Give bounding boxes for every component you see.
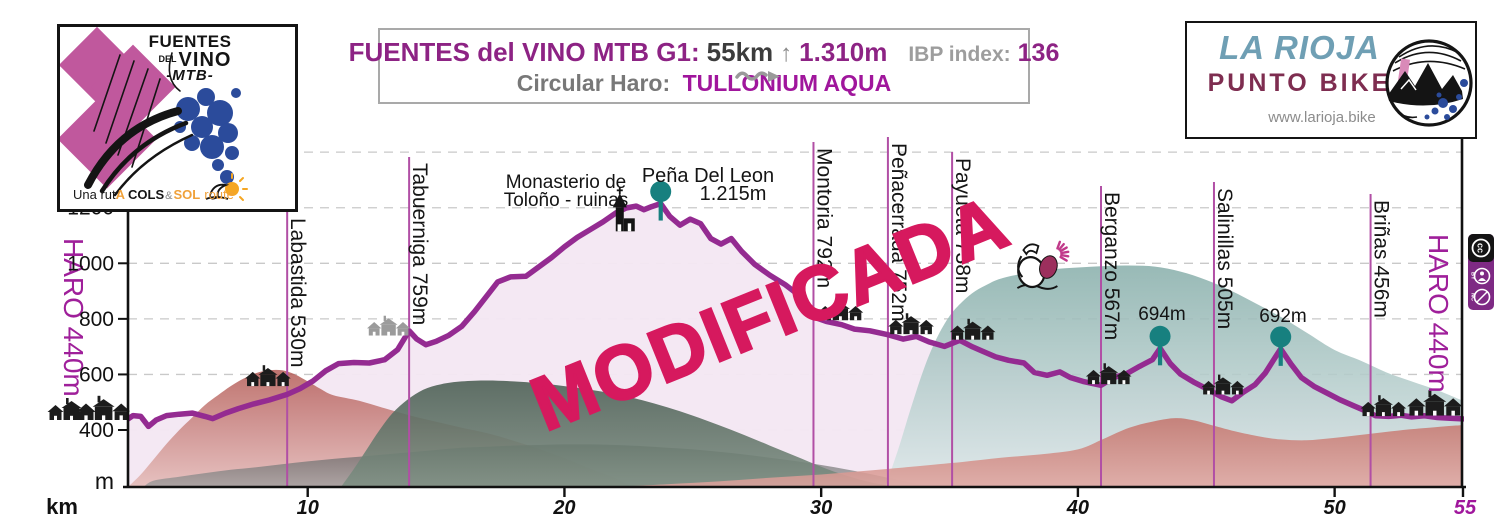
waypoint-label-brinas: Briñas 456m (1370, 200, 1393, 318)
blue-splatter-icon (174, 88, 241, 184)
event-logo-box: FUENTES DEL VINO -MTB- Una rutA COLS&SOL ro… (57, 24, 298, 212)
ibp-index-value: 136 (1017, 39, 1060, 67)
logo-vino-text: VINO (178, 49, 232, 71)
event-logo-art (60, 27, 248, 201)
peak-label-peak-694: 694m (1138, 304, 1186, 325)
waypoint-label-berganzo: Berganzo 567m (1100, 192, 1123, 340)
village-icon-10 (1407, 390, 1463, 416)
cc-nc-text: NC (1470, 293, 1476, 301)
tagline-cols: COLS (128, 187, 165, 202)
x-tick-label-55: 55 (1454, 497, 1477, 519)
brand-name: LA RIOJA (1219, 29, 1380, 66)
y-axis-unit: m (95, 468, 114, 494)
logo-title-vino: DEL VINO (120, 49, 270, 72)
poi-label-monasterio-2: Toloño - ruinas (504, 190, 629, 211)
peak-pin-pena-del-leon (650, 181, 672, 221)
x-tick-label-30: 30 (810, 497, 832, 519)
elevation-gain-arrow-icon: ↑ (780, 40, 793, 67)
hill-center-green (341, 380, 909, 487)
cc-by-text: BY (1470, 272, 1476, 280)
route-title-line1: FUENTES del VINO MTB G1: 55km ↑ 1.310m I… (349, 37, 1060, 68)
route-elevation-gain: 1.310m (799, 37, 888, 67)
tagline-amp: & (165, 190, 173, 202)
cyclist-icon (1016, 240, 1070, 290)
village-icon-2 (245, 365, 291, 387)
waypoint-label-penacerrada: Peñacerrada 752m (887, 143, 910, 322)
waypoint-label-labastida: Labastida 530m (286, 218, 309, 367)
waypoint-label-montoria: Montoria 792m (812, 148, 835, 288)
ibp-index-label: IBP index: (908, 43, 1011, 66)
cc-nc-icon (1473, 288, 1491, 306)
end-label-haro: HARO 440m (1423, 234, 1454, 393)
cc-icon (1471, 238, 1491, 258)
logo-mtb-text: -MTB- (166, 67, 214, 84)
larioja-logo-box: LA RIOJA PUNTO BIKE www.larioja.bike (1185, 21, 1477, 139)
mountain-zigzag-icon (1388, 63, 1463, 106)
svg-text:cc: cc (1476, 243, 1486, 253)
church-icon (612, 187, 635, 232)
waypoint-label-payueta: Payueta 738m (951, 158, 974, 293)
village-icon-3 (366, 315, 411, 336)
y-tick-label-400: 400 (79, 419, 114, 442)
route-title-box: FUENTES del VINO MTB G1: 55km ↑ 1.310m I… (349, 28, 1060, 104)
x-tick-label-20: 20 (552, 497, 575, 519)
black-swoosh-icon (84, 52, 194, 197)
peak-pin-peak-694 (1149, 325, 1171, 366)
x-tick-label-50: 50 (1324, 497, 1346, 519)
peak-label-peak-692: 692m (1259, 306, 1307, 327)
tagline-una-rut: Una rut (73, 187, 116, 202)
logo-tagline: Una rutA COLS&SOL route (73, 187, 234, 202)
route-title-line2: Circular Haro: TULLONIUM AQUA (380, 70, 1028, 97)
peak-label-pena-del-leon: Peña Del Leon (642, 165, 774, 187)
poi-label-monasterio-1: Monasterio de (506, 172, 626, 193)
x-tick-label-40: 40 (1066, 497, 1089, 519)
sun-cyclist-icon (205, 173, 248, 201)
cc-by-icon (1473, 267, 1491, 285)
larioja-circle-logo (1385, 39, 1473, 127)
route-subtitle-value: TULLONIUM AQUA (682, 70, 892, 96)
plot-area (128, 151, 1463, 487)
start-label-haro: HARO 440m (58, 238, 89, 397)
village-icon-8 (1201, 374, 1245, 395)
village-icon-6 (949, 318, 996, 340)
hill-bottom-salmon (615, 418, 1463, 487)
peak-elevation-pena-del-leon: 1.215m (700, 183, 767, 205)
tagline-route: route (204, 187, 234, 202)
brand-subname: PUNTO BIKE (1207, 69, 1392, 97)
tagline-a: A (115, 187, 126, 202)
logo-title-fuentes: FUENTES (148, 32, 232, 51)
y-tick-label-1000: 1000 (67, 252, 114, 275)
village-icon-4 (817, 299, 864, 321)
village-icon-1 (77, 395, 131, 420)
cc-license-badge: cc BY NC (1468, 234, 1494, 310)
route-distance: 55km (706, 37, 774, 67)
route-name: FUENTES del VINO MTB G1: (348, 37, 700, 67)
blue-dots-icon (1424, 79, 1468, 120)
x-axis-unit: km (46, 494, 78, 519)
village-icon-9 (1360, 395, 1407, 417)
route-subtitle-label: Circular Haro: (516, 70, 671, 96)
peak-pin-peak-692 (1270, 326, 1292, 366)
waypoint-label-tabuerniga: Tabuerniga 759m (408, 163, 431, 325)
logo-del-text: DEL (158, 54, 177, 64)
hill-right-teal (885, 265, 1463, 487)
brand-url: www.larioja.bike (1268, 109, 1376, 126)
waypoint-label-salinillas: Salinillas 505m (1213, 188, 1236, 329)
x-tick-label-10: 10 (297, 497, 319, 519)
tagline-sol: SOL (173, 187, 201, 202)
village-icon-5 (888, 313, 934, 335)
village-icon-7 (1085, 363, 1132, 385)
y-tick-label-600: 600 (79, 363, 114, 386)
y-tick-label-800: 800 (79, 308, 114, 331)
route-direction-arrow-icon (735, 71, 780, 82)
elevation-profile-line (128, 200, 1464, 430)
